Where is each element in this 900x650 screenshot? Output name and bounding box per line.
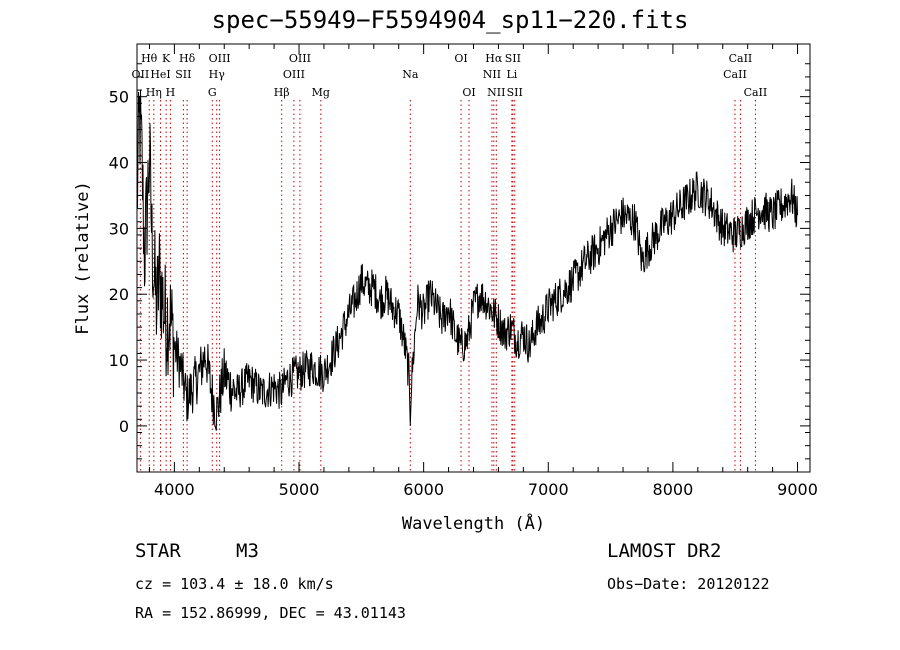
object-class: STAR (135, 540, 181, 562)
line-id-label: NII (487, 86, 505, 99)
x-tick-label: 4000 (154, 480, 195, 499)
line-id-label: Hγ (209, 68, 226, 81)
line-id-label: Na (402, 68, 419, 81)
line-id-label: G (208, 86, 217, 99)
line-id-label: Li (506, 68, 517, 81)
x-tick-label: 6000 (403, 480, 444, 499)
line-id-label: SII (507, 86, 523, 99)
x-tick-label: 5000 (279, 480, 320, 499)
line-id-label: K (162, 52, 171, 65)
x-tick-label: 8000 (653, 480, 694, 499)
line-id-label: Hα (485, 52, 503, 65)
y-tick-label: 50 (109, 88, 129, 107)
x-tick-label: 7000 (528, 480, 569, 499)
redshift-velocity: cz = 103.4 ± 18.0 km/s (135, 575, 334, 593)
ra-dec-coordinates: RA = 152.86999, DEC = 43.01143 (135, 604, 406, 622)
observation-date: Obs−Date: 20120122 (607, 575, 770, 593)
line-id-label: OI (462, 86, 475, 99)
x-tick-label: 9000 (777, 480, 818, 499)
y-tick-label: 30 (109, 219, 129, 238)
y-tick-label: 0 (119, 417, 129, 436)
y-tick-label: 10 (109, 351, 129, 370)
line-id-label: Hη (146, 86, 162, 99)
plot-frame (136, 43, 811, 473)
line-id-label: OI (454, 52, 467, 65)
line-id-label: HeI (150, 68, 170, 81)
chart-title: spec−55949−F5594904_sp11−220.fits (211, 6, 689, 34)
line-id-label: Hθ (141, 52, 158, 65)
line-id-label: Mg (312, 86, 330, 99)
line-id-label: SII (505, 52, 521, 65)
line-id-label: OIII (209, 52, 231, 65)
line-id-label: OII (132, 68, 150, 81)
x-axis-label: Wavelength (Å) (402, 512, 545, 534)
line-id-label: Hβ (274, 86, 290, 99)
y-axis-label: Flux (relative) (73, 181, 93, 335)
line-id-label: Hδ (179, 52, 196, 65)
line-id-label: CaII (744, 86, 768, 99)
line-id-label: CaII (723, 68, 747, 81)
spectrum-line (136, 89, 798, 431)
line-id-label: OIII (289, 52, 311, 65)
line-id-label: CaII (729, 52, 753, 65)
object-subclass: M3 (236, 540, 259, 562)
line-id-label: SII (175, 68, 191, 81)
survey-name: LAMOST DR2 (607, 540, 722, 562)
y-tick-label: 20 (109, 285, 129, 304)
line-id-label: NII (483, 68, 501, 81)
line-id-label: OIII (283, 68, 305, 81)
line-id-label: H (166, 86, 176, 99)
y-tick-label: 40 (109, 154, 129, 173)
